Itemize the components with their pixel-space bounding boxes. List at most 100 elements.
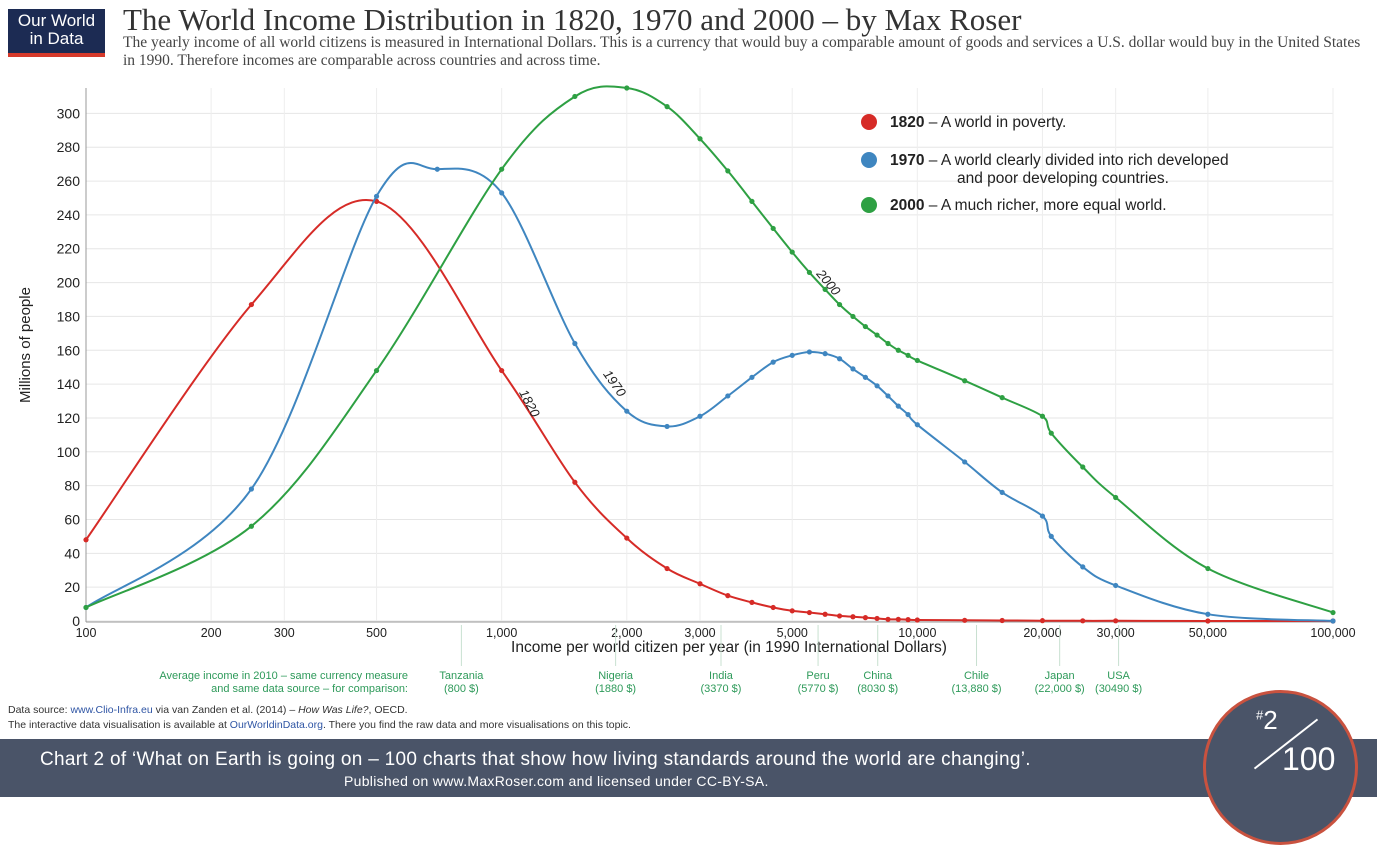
data-point-2000 [499,166,505,172]
legend-marker-1820 [861,114,877,130]
data-point-1970 [806,349,813,355]
legend-marker-2000 [861,197,877,213]
data-point-1820 [905,617,911,623]
legend-marker-1970 [861,152,877,168]
data-point-2000 [1080,464,1086,470]
clio-infra-link[interactable]: www.Clio-Infra.eu [70,704,153,716]
legend-entry-1970: 1970 – A world clearly divided into rich… [890,152,1229,169]
data-point-1970 [1113,582,1119,589]
data-point-2000 [1330,609,1336,616]
legend-entry-cont-1970: and poor developing countries. [957,170,1169,187]
data-point-1820 [725,593,731,599]
legend-entry-1820: 1820 – A world in poverty. [890,114,1066,131]
data-point-1970 [248,486,255,492]
country-name: Japan [1045,670,1075,682]
data-point-2000 [1113,494,1119,501]
data-point-1820 [1080,618,1086,624]
y-tick-label: 180 [57,308,81,324]
data-point-2000 [725,168,731,174]
country-name: India [709,670,734,682]
y-tick-label: 220 [57,241,81,257]
data-point-1820 [962,617,968,623]
y-tick-label: 260 [57,173,81,189]
data-point-2000 [822,286,828,292]
data-point-2000 [373,367,380,374]
data-point-1970 [1039,513,1046,519]
country-income: (8030 $) [857,683,898,695]
reference-intro: and same data source – for comparison: [211,683,408,695]
data-point-1970 [862,374,869,380]
data-point-1970 [749,374,755,380]
data-point-1820 [664,565,670,572]
interactive-note: The interactive data visualisation is av… [8,719,631,731]
data-point-1820 [248,301,255,308]
x-tick-label: 3,000 [684,626,715,640]
country-income: (22,000 $) [1035,683,1085,695]
data-point-1970 [1080,564,1086,570]
data-point-2000 [1039,413,1046,419]
x-tick-label: 1,000 [486,626,517,640]
income-distribution-chart: 0 20 40 60 80 100 120 140 160 180 200 220 240 260 280 3… [17,85,1356,695]
data-point-1970 [1048,533,1054,539]
reference-intro: Average income in 2010 – same currency m… [159,670,408,682]
x-tick-label: 20,000 [1023,626,1061,640]
data-point-1820 [1039,618,1046,624]
country-name: Tanzania [439,670,484,682]
data-point-2000 [624,85,630,91]
x-tick-label: 300 [274,626,295,640]
data-point-1820 [885,616,891,622]
x-tick-label: 5,000 [777,626,808,640]
data-point-2000 [895,347,901,353]
data-point-1970 [499,190,505,196]
country-income: (1880 $) [595,683,636,695]
country-name: Nigeria [598,670,634,682]
data-point-1970 [1205,611,1211,617]
data-point-1970 [373,193,380,199]
data-point-1820 [822,611,828,617]
data-point-2000 [836,301,843,308]
country-income: (13,880 $) [951,683,1001,695]
data-point-2000 [664,104,670,110]
country-income: (800 $) [444,683,479,695]
country-income: (3370 $) [700,683,741,695]
y-tick-label: 120 [57,410,81,426]
data-point-1970 [905,411,911,418]
y-tick-label: 60 [64,511,80,527]
data-point-1820 [770,604,776,611]
data-point-2000 [905,352,911,358]
data-point-1820 [499,367,505,374]
footer-line-2: Published on www.MaxRoser.com and licens… [344,773,769,789]
data-point-1820 [624,535,630,541]
data-point-1970 [697,413,703,419]
data-point-1820 [862,615,869,621]
data-point-1820 [874,615,880,622]
badge-number: #2 [1256,705,1278,735]
owid-link[interactable]: OurWorldinData.org [229,719,323,731]
x-tick-label: 2,000 [611,626,642,640]
y-tick-label: 240 [57,207,81,223]
country-name: China [863,670,893,682]
data-point-1970 [434,166,440,172]
data-source-note: Data source: www.Clio-Infra.eu via van Z… [8,704,408,716]
data-point-1820 [806,609,813,616]
y-tick-label: 200 [57,275,81,291]
data-point-2000 [1048,430,1054,436]
series-label-1970: 1970 [600,367,629,400]
data-point-1970 [885,393,891,399]
data-point-2000 [962,378,968,384]
data-point-1820 [914,617,920,623]
data-point-1970 [874,383,880,389]
data-point-2000 [885,340,891,347]
data-point-1820 [749,599,755,605]
y-tick-label: 280 [57,139,81,155]
data-point-2000 [1205,565,1211,572]
chart-subtitle: The yearly income of all world citizens … [123,34,1361,69]
data-point-2000 [749,198,755,204]
data-point-1820 [1113,618,1119,624]
x-tick-label: 200 [201,626,222,640]
series-label-1820: 1820 [516,387,543,420]
data-point-1970 [725,393,731,399]
y-axis-title: Millions of people [17,287,34,403]
data-point-2000 [862,323,869,330]
x-axis-title: Income per world citizen per year (in 19… [511,639,947,656]
